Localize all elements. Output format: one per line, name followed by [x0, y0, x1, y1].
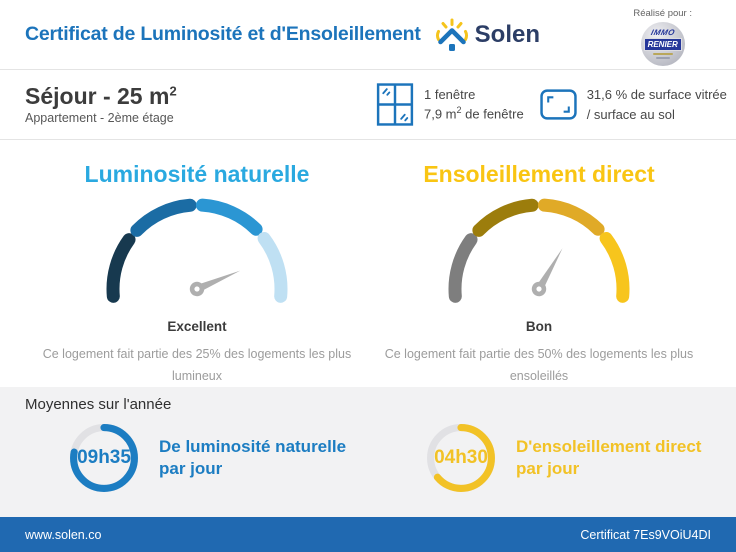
luminosity-hours-value: 09h35 [77, 447, 131, 468]
gauge-segment-3 [537, 198, 605, 236]
averages-section: Moyennes sur l'année 09h35 De luminosité… [0, 387, 736, 517]
glazing-ratio-line1: 31,6 % de surface vitrée [586, 87, 727, 102]
luminosity-ring-chart [70, 424, 138, 492]
sunlight-rating: Bon [525, 319, 553, 334]
solen-brand-name: Solen [474, 20, 541, 48]
gauge-segment-4 [257, 231, 288, 303]
sunlight-ring-chart [427, 424, 495, 492]
room-title: Séjour - 25 m2 [25, 84, 350, 108]
gauge-segment-4 [599, 231, 630, 303]
surface-icon [539, 89, 577, 120]
luminosity-average-item: 09h35 De luminosité naturelle par jour [0, 420, 368, 496]
sunlight-gauge-block: Ensoleillement direct Bon Ce logement fa… [368, 140, 736, 387]
room-info-strip: Séjour - 25 m2 Appartement - 2ème étage [0, 70, 736, 140]
luminosity-average-label: De luminosité naturelle par jour [159, 436, 347, 478]
luminosity-rating: Excellent [167, 319, 227, 334]
gauge-segment-1 [106, 233, 136, 303]
averages-row: 09h35 De luminosité naturelle par jour 0… [0, 420, 736, 496]
client-logo-immo: IMMO [649, 27, 676, 37]
badge-smallprint-line [655, 57, 670, 60]
sunlight-hours-value: 04h30 [434, 447, 488, 468]
page-title: Certificat de Luminosité et d'Ensoleille… [25, 23, 421, 45]
gauge-needle [189, 270, 241, 297]
sunlight-ring: 04h30 [423, 420, 499, 496]
luminosity-gauge-block: Luminosité naturelle Excellent Ce logeme… [0, 140, 368, 387]
gauge-needle [531, 248, 563, 297]
sunlight-gauge [448, 198, 630, 303]
solen-brand: Solen [434, 18, 540, 52]
room-area-sup: 2 [169, 83, 177, 99]
window-area: 7,9 m2 de fenêtre [424, 105, 524, 122]
certificate-id: Certificat 7Es9VOiU4DI [580, 527, 711, 542]
luminosity-ring: 09h35 [66, 420, 142, 496]
averages-title: Moyennes sur l'année [25, 396, 172, 413]
gauge-segment-1 [448, 233, 478, 303]
room-name: Séjour - 25 m [25, 82, 170, 109]
gauge-segment-2 [472, 198, 539, 237]
sunlight-average-label: D'ensoleillement direct par jour [516, 436, 702, 478]
client-block: Réalisé pour : IMMO RENIER [633, 8, 692, 66]
footer: www.solen.co Certificat 7Es9VOiU4DI [0, 517, 736, 552]
sunlight-average-item: 04h30 D'ensoleillement direct par jour [368, 420, 736, 496]
sunlight-gauge-title: Ensoleillement direct [423, 161, 655, 187]
glazing-ratio-line2: / surface au sol [586, 106, 675, 122]
ring-progress [70, 424, 138, 492]
sunlight-description: Ce logement fait partie des 50% des loge… [384, 347, 694, 383]
website-link[interactable]: www.solen.co [25, 527, 102, 542]
glazing-fact: 31,6 % de surface vitrée / surface au so… [539, 85, 727, 124]
window-fact-text: 1 fenêtre 7,9 m2 de fenêtre [424, 85, 524, 124]
gauge-segment-2 [130, 198, 197, 237]
window-count: 1 fenêtre [424, 86, 476, 102]
luminosity-gauge [106, 198, 288, 303]
glazing-fact-text: 31,6 % de surface vitrée / surface au so… [587, 85, 727, 124]
client-logo-badge: IMMO RENIER [640, 22, 685, 66]
room-block: Séjour - 25 m2 Appartement - 2ème étage [25, 84, 350, 125]
solen-house-sun-icon [435, 18, 468, 51]
room-subtitle: Appartement - 2ème étage [25, 111, 174, 126]
ring-progress [427, 424, 495, 492]
gauges-section: Luminosité naturelle Excellent Ce logeme… [0, 140, 736, 387]
realise-pour-label: Réalisé pour : [633, 8, 692, 19]
badge-smallprint-line [652, 53, 673, 56]
window-icon [376, 83, 414, 126]
client-logo-renier: RENIER [643, 37, 682, 52]
luminosity-description: Ce logement fait partie des 25% des loge… [42, 347, 352, 383]
header: Certificat de Luminosité et d'Ensoleille… [0, 0, 736, 70]
luminosity-gauge-title: Luminosité naturelle [84, 161, 310, 187]
window-fact: 1 fenêtre 7,9 m2 de fenêtre [376, 83, 524, 126]
gauge-segment-3 [195, 198, 263, 236]
